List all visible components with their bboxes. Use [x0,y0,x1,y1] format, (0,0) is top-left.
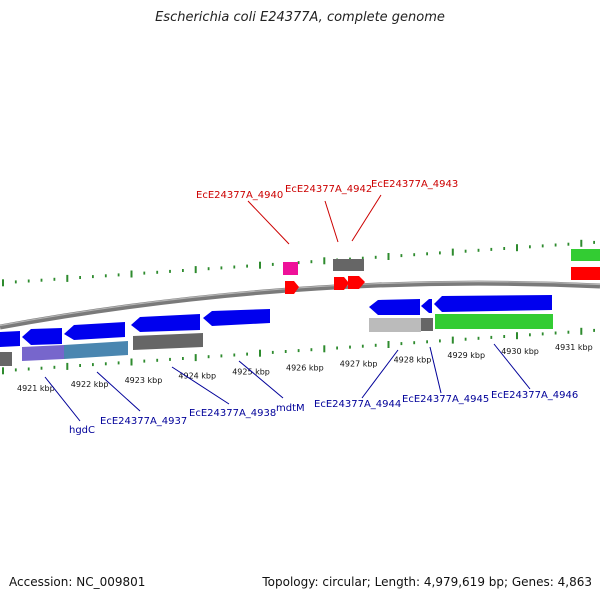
lightgray-feature-4944[interactable] [369,318,421,332]
scale-label: 4924 kbp [178,372,216,381]
genome-backbone [0,280,600,330]
gene-label-4938[interactable]: EcE24377A_4938 [189,408,276,419]
gray-feature-4942[interactable] [333,259,364,271]
reverse-leader-lines [44,343,531,422]
genome-summary-text: Topology: circular; Length: 4,979,619 bp… [262,575,592,589]
gene-label-4945[interactable]: EcE24377A_4945 [402,394,489,405]
gene-label-4943[interactable]: EcE24377A_4943 [371,179,458,190]
scale-label: 4923 kbp [125,376,163,385]
scale-label: 4931 kbp [555,343,593,352]
scale-label: 4930 kbp [501,347,539,356]
cds-arrow-4938b[interactable] [131,314,200,332]
gene-label-mdtM[interactable]: mdtM [276,403,305,414]
cds-4942-arrow[interactable] [334,277,349,290]
map-title: Escherichia coli E24377A, complete genom… [155,10,445,25]
purple-feature-hgdC[interactable] [22,345,64,361]
cds-arrow-4945[interactable] [421,299,432,313]
gene-label-4940[interactable]: EcE24377A_4940 [196,190,283,201]
gene-label-4937[interactable]: EcE24377A_4937 [100,416,187,427]
cds-right-edge[interactable] [571,267,600,280]
scale-label: 4925 kbp [232,368,270,377]
gray-feature-4945[interactable] [421,318,433,331]
backbone-highlight [0,281,600,327]
gene-label-hgdC[interactable]: hgdC [69,425,95,436]
gene-label-4942[interactable]: EcE24377A_4942 [285,184,372,195]
gene-label-4946[interactable]: EcE24377A_4946 [491,390,578,401]
accession-text: Accession: NC_009801 [9,575,146,589]
forward-tick-track [2,239,595,287]
green-feature-4946[interactable] [435,314,553,329]
scale-label: 4922 kbp [71,380,109,389]
gene-label-4944[interactable]: EcE24377A_4944 [314,399,401,410]
green-feature-right[interactable] [571,249,600,261]
cds-arrow-4937[interactable] [22,328,62,345]
scale-label: 4921 kbp [17,384,55,393]
cds-arrow-4944[interactable] [369,299,420,315]
scale-label: 4928 kbp [394,355,432,364]
scale-label: 4929 kbp [447,351,485,360]
steelblue-feature-4937[interactable] [64,341,128,359]
cds-arrow-mdtM[interactable] [203,309,270,326]
rna-feature-4940[interactable] [283,262,298,275]
scale-label: 4927 kbp [340,359,378,368]
cds-4943-arrow[interactable] [348,276,365,289]
gray-feature-left[interactable] [0,352,12,366]
cds-4940-arrow[interactable] [285,281,299,294]
cds-arrow-4946[interactable] [434,295,552,312]
scale-label: 4926 kbp [286,364,324,373]
cds-arrow-4938a[interactable] [64,322,125,340]
cds-arrow-left-2[interactable] [11,333,19,346]
gray-feature-4938[interactable] [133,333,203,350]
forward-leader-lines [247,194,382,245]
reverse-tick-track [2,327,595,375]
scale-labels: 4921 kbp 4922 kbp 4923 kbp 4924 kbp 4925 kbp… [17,343,593,393]
